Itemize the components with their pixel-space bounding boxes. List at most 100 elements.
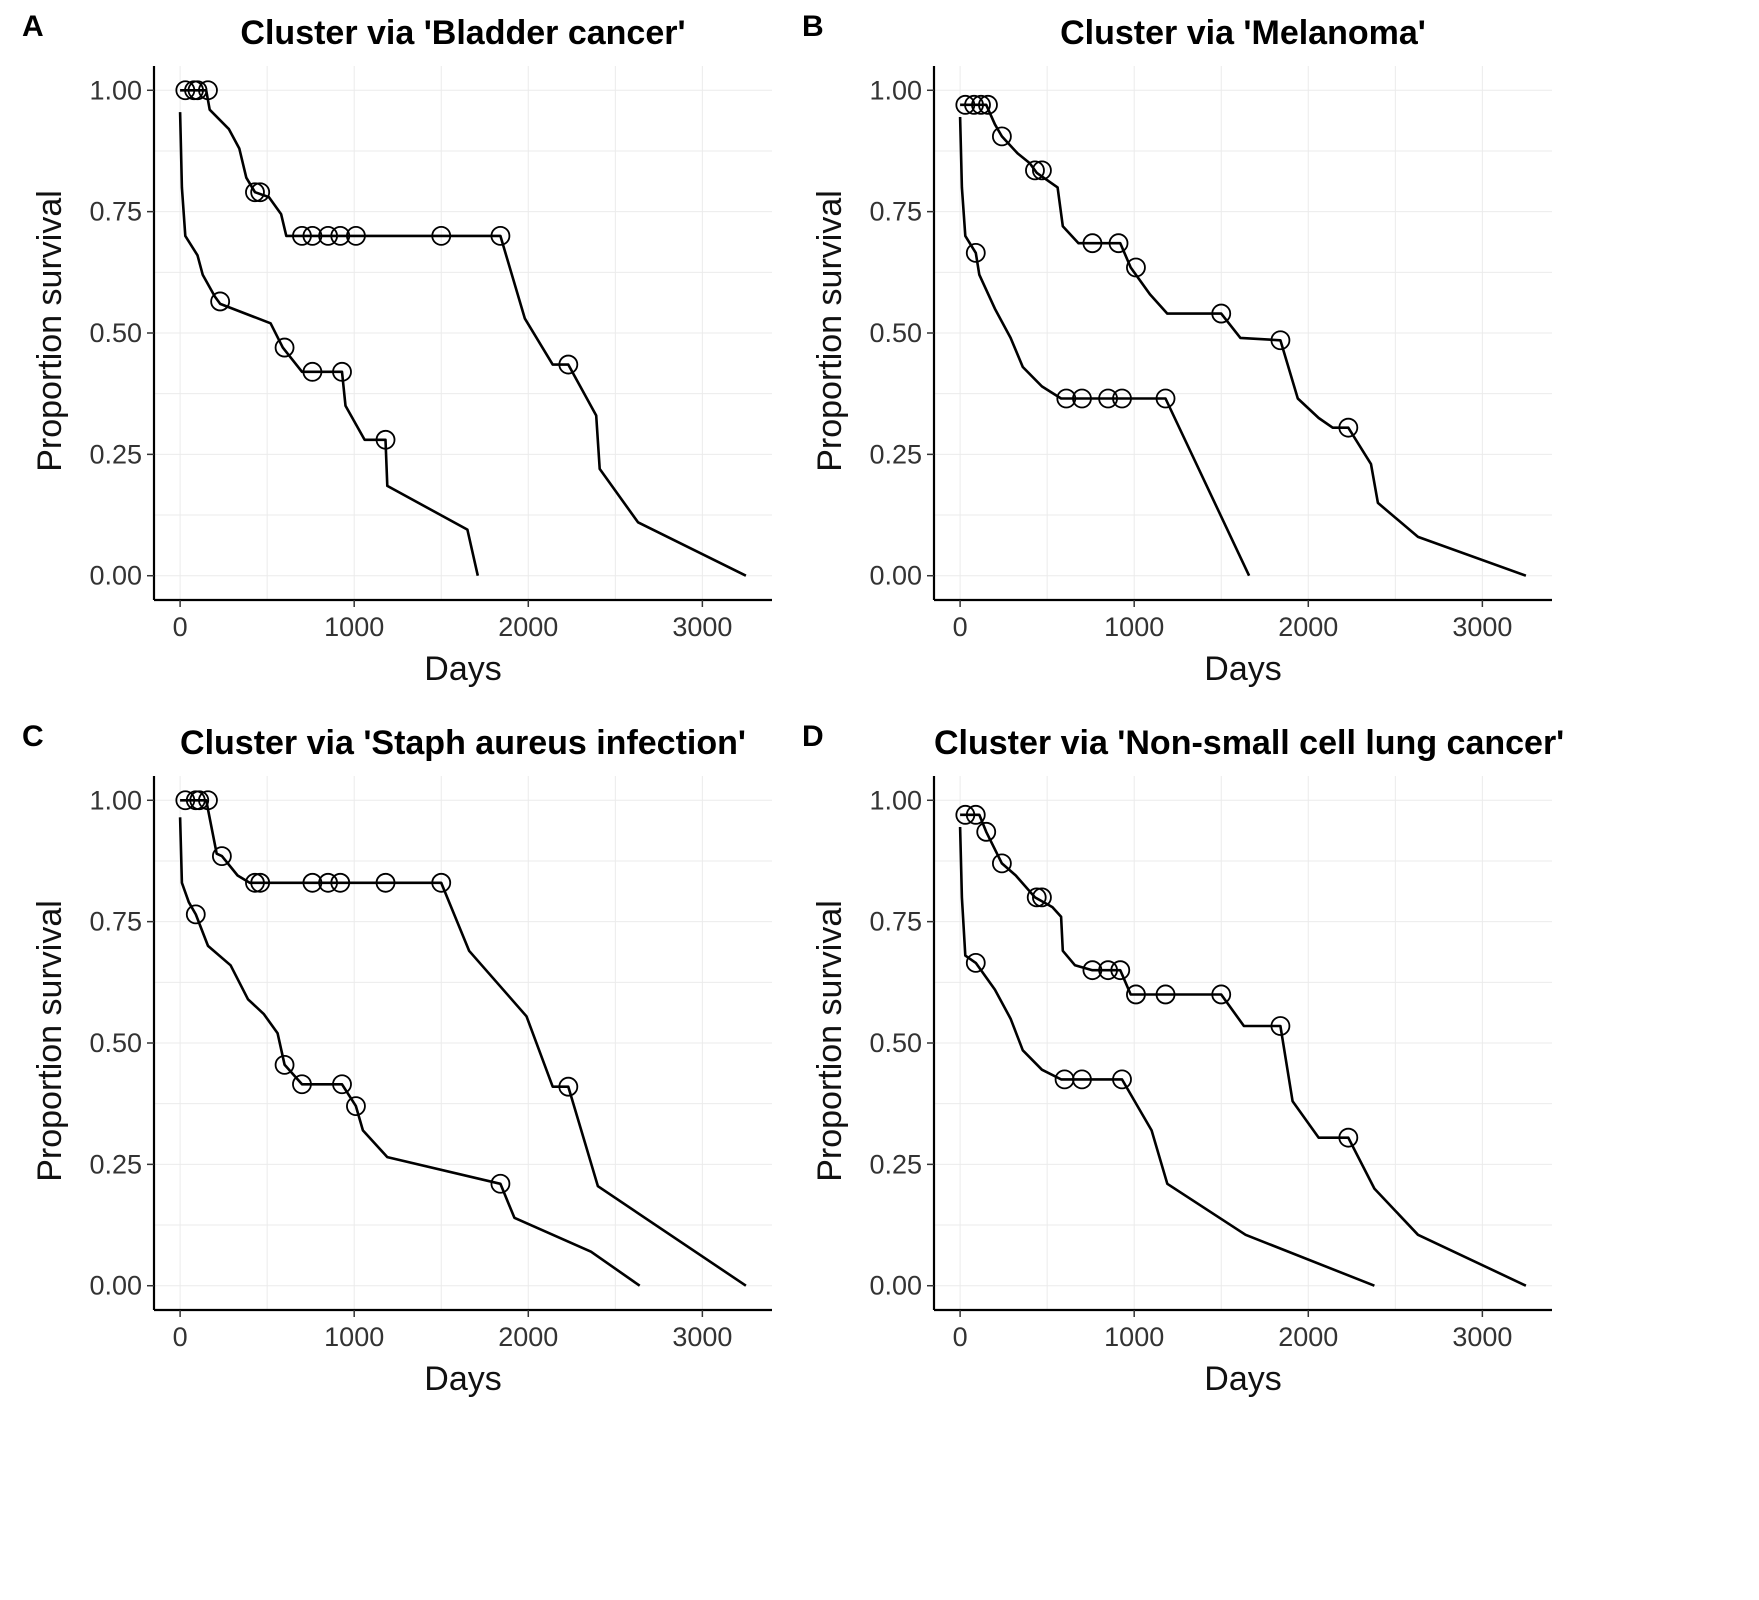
survival-curve <box>178 112 480 576</box>
km-plot-c: 0.00 0.25 0.50 0.75 1.00 0 1000 2000 3000 <box>89 776 772 1352</box>
censor-mark <box>1126 257 1146 278</box>
y-tick-label: 0.00 <box>869 561 922 591</box>
y-tick-label: 0.00 <box>89 561 142 591</box>
y-tick-label: 1.00 <box>89 75 142 105</box>
censor-mark <box>971 94 991 115</box>
km-plot-d: 0.00 0.25 0.50 0.75 1.00 0 1000 2000 3000 <box>869 776 1552 1352</box>
censor-mark <box>1155 984 1176 1005</box>
censor-mark <box>211 846 232 867</box>
censor-mark <box>187 80 208 101</box>
survival-curve <box>958 826 1375 1287</box>
km-plot-a: 0.00 0.25 0.50 0.75 1.00 0 1000 2000 3000 <box>89 66 772 642</box>
chart-title: Cluster via 'Bladder cancer' <box>240 14 686 52</box>
censor-mark <box>431 226 452 246</box>
survival-series <box>958 116 1251 577</box>
censor-mark <box>1056 388 1077 409</box>
survival-series <box>955 94 1527 577</box>
censor-mark <box>1098 960 1118 981</box>
survival-series <box>178 112 480 576</box>
survival-curve <box>960 103 1527 577</box>
censor-mark <box>490 226 511 246</box>
x-tick-label: 0 <box>953 612 968 642</box>
y-tick-label: 0.00 <box>89 1271 142 1301</box>
panel-letter: C <box>22 720 44 753</box>
censor-mark <box>558 1076 579 1097</box>
censor-mark <box>1338 417 1359 438</box>
censor-mark <box>1155 388 1176 409</box>
x-tick-label: 2000 <box>498 1322 558 1352</box>
panel-b: B Cluster via 'Melanoma' 0.00 0.25 0.50 0.7… <box>780 0 1659 800</box>
censor-mark <box>1082 960 1103 981</box>
y-tick-label: 1.00 <box>89 785 142 815</box>
y-tick-label: 0.25 <box>869 439 922 469</box>
censor-mark <box>198 790 218 811</box>
censor-mark <box>292 1074 312 1095</box>
censor-mark <box>1110 960 1131 981</box>
censor-mark <box>245 872 265 893</box>
censor-mark <box>175 790 196 811</box>
censor-mark <box>1032 160 1052 181</box>
survival-curve <box>180 799 747 1287</box>
x-axis-title: Days <box>424 650 502 688</box>
y-tick-label: 1.00 <box>869 785 922 815</box>
grid <box>934 66 1552 600</box>
x-tick-label: 3000 <box>672 1322 732 1352</box>
censor-mark <box>250 182 271 203</box>
censor-mark <box>991 853 1012 874</box>
y-tick-label: 0.75 <box>89 907 142 937</box>
censor-mark <box>558 354 579 375</box>
x-tick-label: 2000 <box>1278 612 1338 642</box>
x-tick-label: 0 <box>173 612 188 642</box>
censor-mark <box>1126 984 1146 1005</box>
x-tick-label: 0 <box>173 1322 188 1352</box>
censor-mark <box>955 94 976 115</box>
y-tick-label: 0.50 <box>869 1028 922 1058</box>
chart-title: Cluster via 'Staph aureus infection' <box>180 724 746 762</box>
censor-mark <box>964 94 984 115</box>
censor-mark <box>1098 388 1118 409</box>
y-tick-label: 0.75 <box>869 197 922 227</box>
censor-mark <box>302 361 323 382</box>
censor-mark <box>955 804 976 825</box>
censor-mark <box>1072 1069 1092 1090</box>
y-tick-label: 0.25 <box>89 439 142 469</box>
chart-title: Cluster via 'Non-small cell lung cancer' <box>934 724 1565 762</box>
survival-curve <box>178 817 641 1287</box>
censor-mark <box>330 226 351 246</box>
survival-series <box>958 826 1375 1287</box>
survival-curve <box>960 813 1527 1287</box>
x-tick-label: 1000 <box>324 612 384 642</box>
grid <box>154 66 772 600</box>
censor-mark <box>991 126 1012 147</box>
censor-mark <box>1112 388 1132 409</box>
censor-mark <box>274 1054 295 1075</box>
censor-mark <box>1108 233 1129 254</box>
x-tick-label: 1000 <box>1104 612 1164 642</box>
censor-mark <box>1026 887 1047 908</box>
x-tick-label: 0 <box>953 1322 968 1352</box>
censor-mark <box>1112 1069 1132 1090</box>
censor-mark <box>198 80 218 101</box>
censor-mark <box>1211 984 1232 1005</box>
censor-mark <box>976 821 997 842</box>
panel-letter: B <box>802 10 824 43</box>
x-tick-label: 3000 <box>672 612 732 642</box>
censor-mark <box>330 872 351 893</box>
censor-mark <box>1032 887 1052 908</box>
y-axis-title: Proportion survival <box>31 190 69 472</box>
x-tick-label: 3000 <box>1452 1322 1512 1352</box>
survival-series <box>955 804 1527 1287</box>
censor-mark <box>250 872 271 893</box>
x-axis-title: Days <box>1204 1360 1282 1398</box>
censor-mark <box>245 182 265 203</box>
censor-mark <box>375 429 396 450</box>
censor-mark <box>302 226 323 246</box>
y-tick-label: 0.00 <box>869 1271 922 1301</box>
censor-mark <box>1211 303 1232 324</box>
y-axis-title: Proportion survival <box>811 900 849 1182</box>
y-tick-label: 1.00 <box>869 75 922 105</box>
censor-mark <box>302 872 323 893</box>
censor-mark <box>318 872 338 893</box>
survival-series <box>178 817 641 1287</box>
y-tick-label: 0.50 <box>89 318 142 348</box>
